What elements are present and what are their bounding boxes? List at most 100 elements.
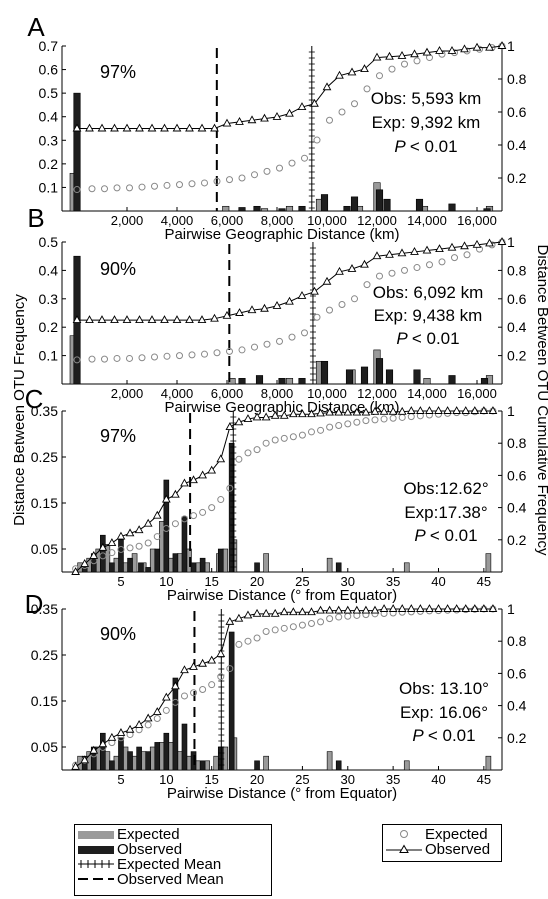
observed-bar	[483, 208, 491, 212]
expected-cum-point	[338, 108, 346, 116]
expected-cum-point	[451, 254, 458, 262]
p-value-stat: P < 0.01	[394, 137, 457, 156]
black-bar-swatch	[78, 846, 114, 854]
observed-cum-marker	[316, 408, 325, 417]
observed-cum-marker	[152, 510, 162, 519]
expected-bar	[403, 760, 410, 771]
observed-cum-marker	[180, 478, 189, 487]
observed-cum-marker	[422, 47, 432, 56]
observed-cum-marker	[260, 303, 269, 312]
right-tick-label: 0.2	[507, 170, 527, 186]
right-tick-label: 0.6	[507, 291, 527, 307]
x-tick-label: 16,000	[457, 213, 497, 228]
expected-cum-point	[162, 525, 170, 533]
expected-bar	[485, 755, 492, 771]
observed-bar	[253, 205, 261, 212]
observed-bar	[298, 205, 306, 212]
expected-bar	[285, 205, 294, 212]
p-letter: P	[414, 526, 429, 545]
expected-cum-point	[271, 436, 279, 444]
observed-cum-marker	[234, 417, 244, 426]
observed-cum-marker	[460, 241, 469, 250]
observed-cum-marker	[189, 475, 198, 484]
right-tick-label: 0.8	[507, 633, 527, 649]
observed-cum-marker	[388, 406, 398, 415]
obs-mean-stat: Obs: 13.10°	[399, 679, 489, 698]
observed-cum-marker	[461, 604, 471, 612]
x-tick-label: 2,000	[111, 213, 144, 228]
observed-cum-marker	[372, 251, 382, 260]
observed-bar	[343, 205, 351, 212]
x-tick-label: 6,000	[211, 213, 244, 228]
x-tick-label: 2,000	[111, 386, 144, 401]
expected-cum-point	[298, 621, 306, 629]
expected-cum-point	[244, 449, 252, 457]
observed-cum-marker	[143, 713, 153, 722]
observed-cum-marker	[189, 662, 198, 670]
expected-cum-point	[188, 351, 196, 359]
expected-cum-point	[401, 266, 408, 274]
expected-cum-point	[344, 420, 352, 428]
observed-cum-marker	[125, 528, 135, 537]
x-axis-label: Pairwise Distance (° from Equator)	[167, 587, 397, 604]
expected-cum-point	[113, 354, 121, 362]
expected-cum-point	[176, 352, 183, 360]
observed-cum-marker	[261, 412, 271, 421]
observed-bar	[360, 366, 369, 385]
expected-cum-point	[176, 181, 183, 189]
observed-bar	[228, 442, 235, 573]
expected-cum-point	[217, 673, 225, 681]
observed-bar	[335, 562, 342, 573]
expected-cum-point	[351, 295, 358, 303]
observed-cum-marker	[210, 123, 219, 132]
legend-label: Expected	[117, 826, 180, 843]
observed-cum-marker	[89, 745, 99, 754]
x-tick-label: 10	[159, 772, 173, 787]
expected-cum-point	[388, 65, 396, 73]
panel-letter: B	[27, 203, 44, 233]
p-letter: P	[394, 137, 409, 156]
expected-cum-point	[180, 515, 188, 523]
observed-cum-marker	[285, 296, 294, 305]
observed-cum-marker	[134, 525, 144, 534]
observed-cum-marker	[352, 407, 362, 416]
expected-cum-point	[226, 176, 233, 184]
observed-cum-marker	[216, 454, 226, 463]
observed-cum-marker	[397, 406, 407, 415]
expected-cum-point	[251, 343, 258, 351]
obs-mean-stat: Obs: 6,092 km	[373, 283, 484, 302]
expected-cum-point	[276, 337, 283, 345]
expected-cum-point	[151, 182, 158, 190]
expected-bar	[423, 378, 431, 385]
legend-item-expected-bar: Expected	[75, 827, 271, 842]
expected-cum-point	[298, 431, 306, 439]
left-tick-label: 0.35	[31, 601, 58, 617]
observed-cum-marker	[143, 518, 153, 527]
expected-cum-point	[73, 186, 81, 194]
expected-cum-point	[463, 251, 471, 259]
expected-cum-point	[126, 544, 134, 552]
expected-cum-point	[235, 455, 243, 463]
expected-cum-point	[363, 281, 371, 289]
observed-cum-marker	[97, 315, 107, 324]
observed-bar	[181, 516, 188, 573]
expected-bar	[222, 205, 230, 212]
observed-cum-marker	[497, 237, 507, 245]
p-value-stat: P < 0.01	[412, 726, 475, 745]
observed-bar	[320, 360, 329, 385]
observed-cum-marker	[235, 308, 244, 316]
expected-cum-point	[162, 706, 170, 714]
observed-bar	[278, 378, 286, 385]
expected-bar	[263, 553, 269, 573]
expected-bar	[326, 751, 333, 771]
x-tick-label: 10,000	[307, 213, 347, 228]
expected-cum-point	[201, 179, 208, 187]
p-letter: P	[412, 726, 427, 745]
observed-cum-marker	[307, 409, 316, 418]
observed-cum-marker	[107, 732, 117, 741]
bar-legend: Expected Observed Expected Mean Observed…	[74, 824, 272, 896]
expected-cum-point	[226, 484, 234, 492]
expected-cum-point	[288, 333, 296, 341]
right-tick-label: 0.4	[507, 137, 527, 153]
observed-bar	[415, 198, 424, 212]
